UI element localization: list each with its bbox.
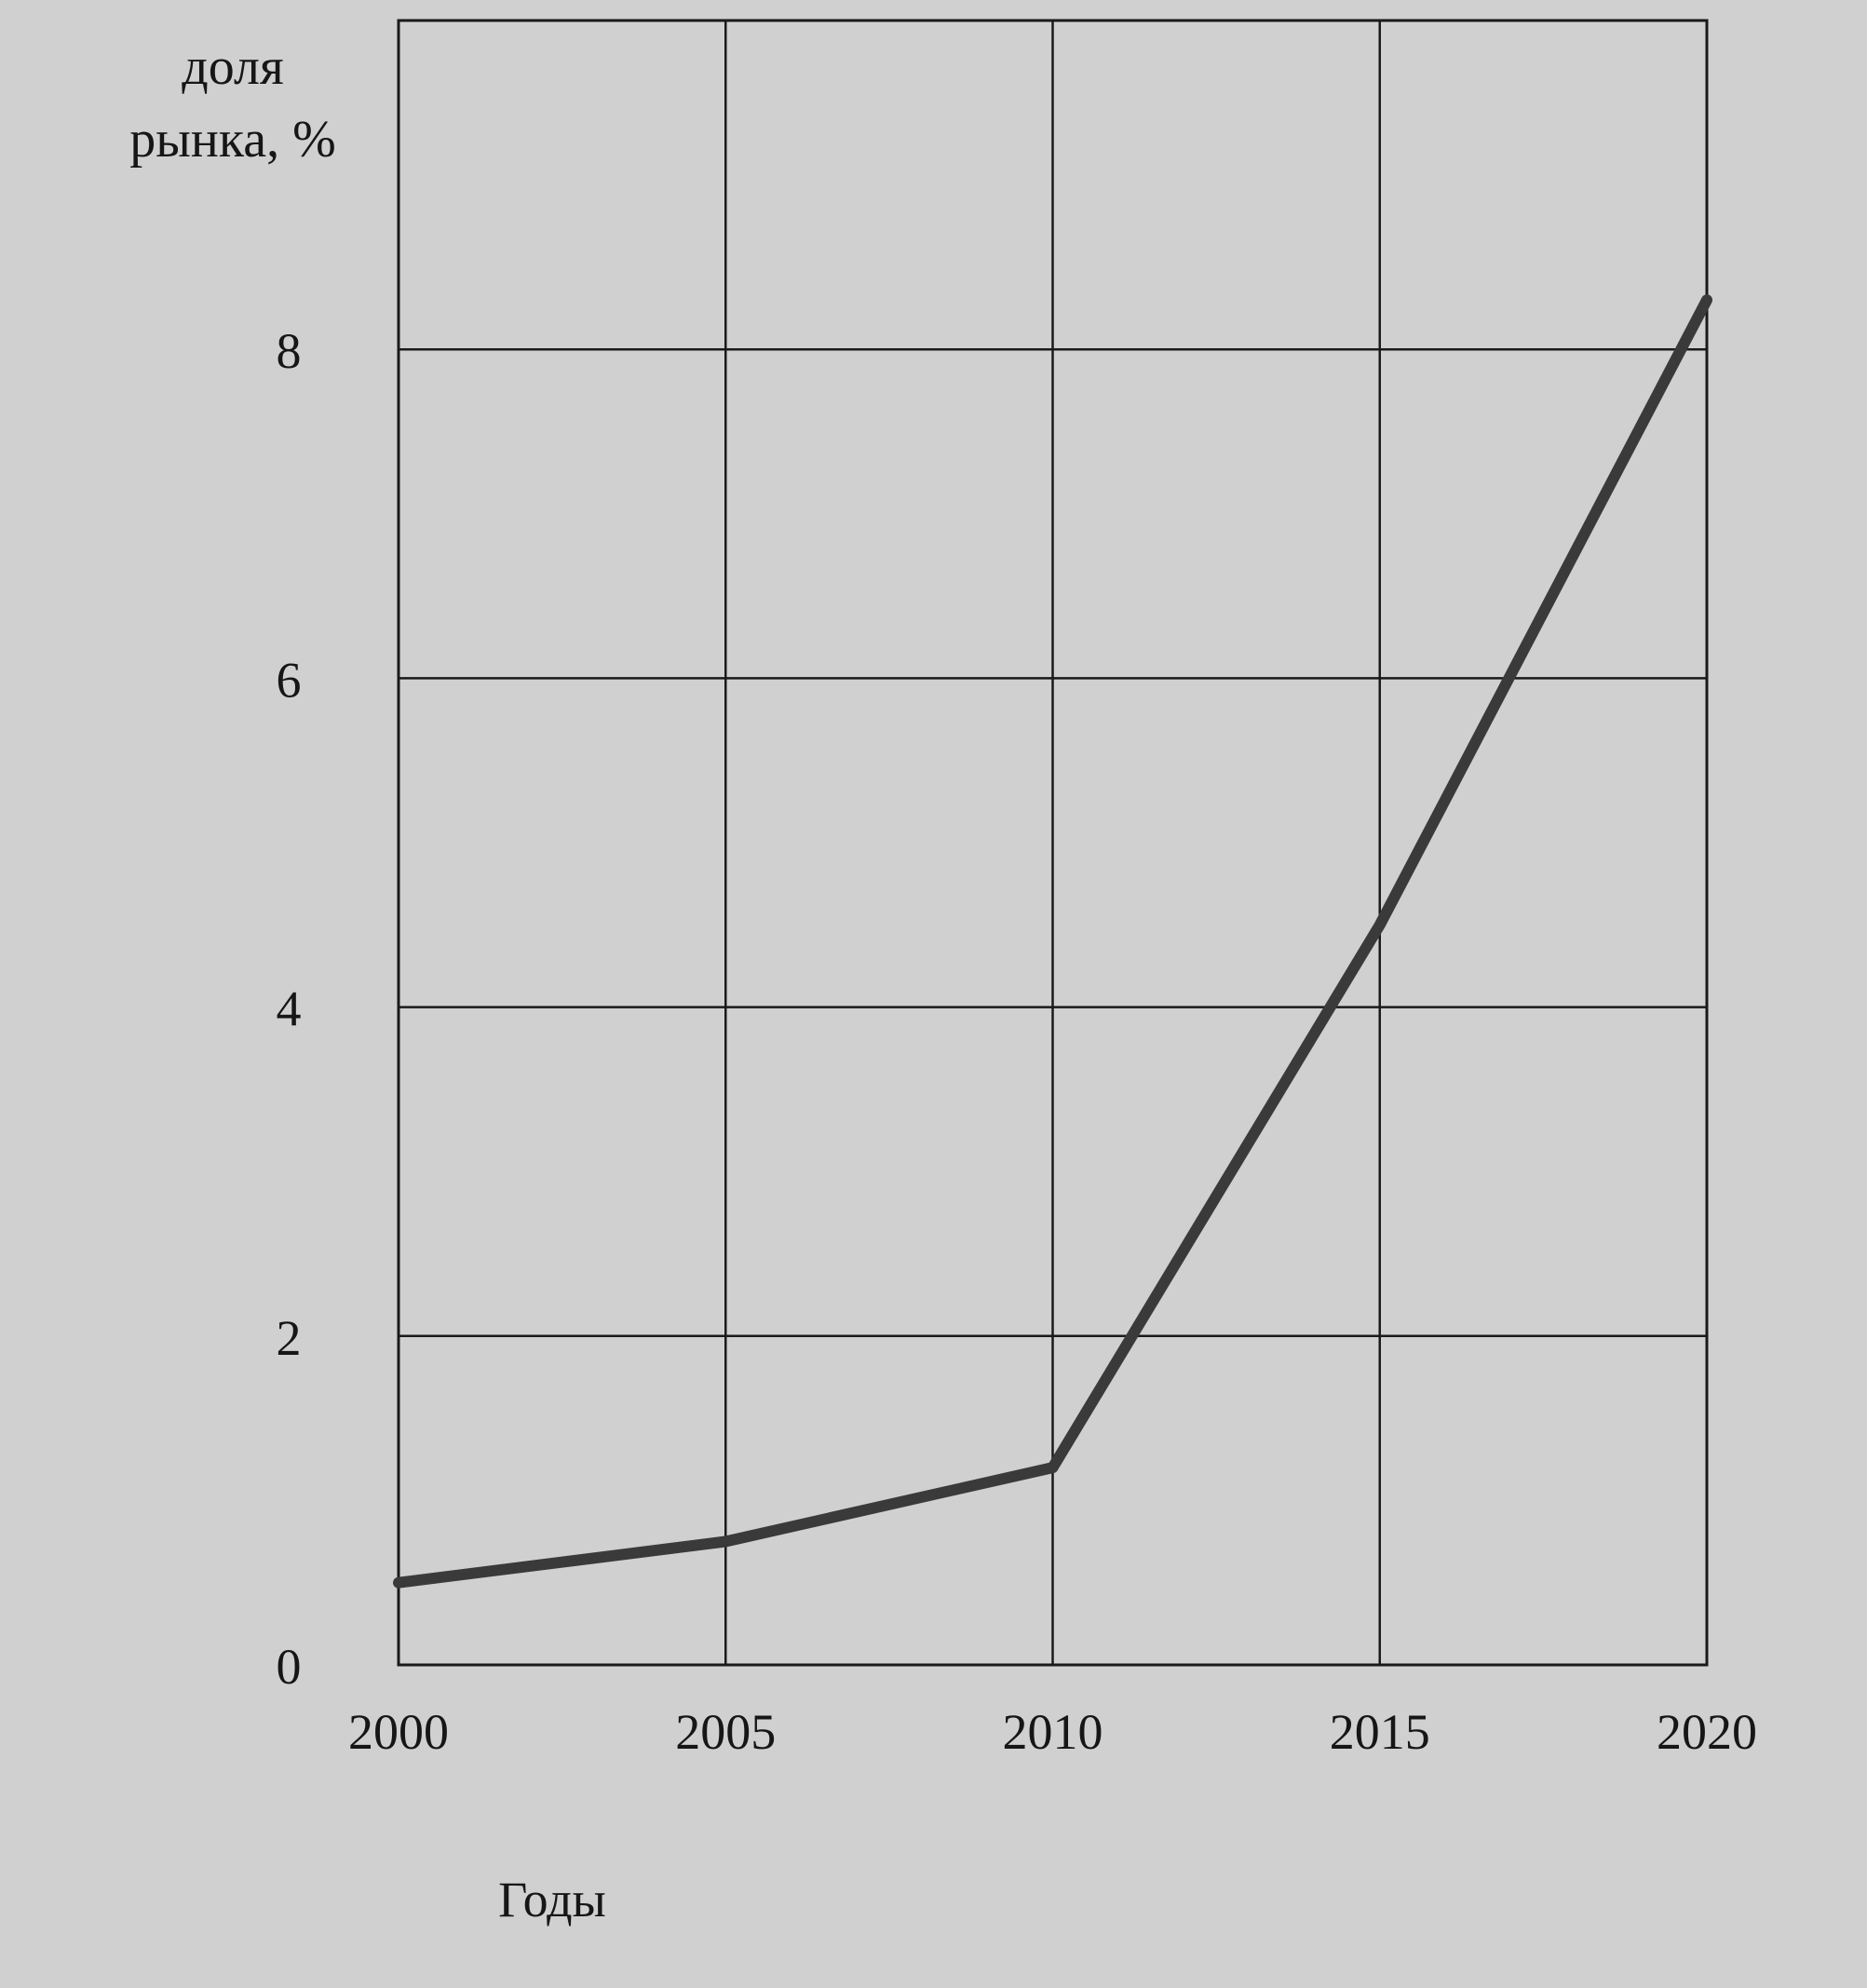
x-tick-label: 2010 (1003, 1704, 1103, 1760)
grid (397, 19, 1709, 1667)
data-point (1703, 296, 1711, 304)
x-tick-label: 2000 (348, 1704, 449, 1760)
x-tick-label: 2005 (675, 1704, 776, 1760)
y-axis-ticks: 0 2 4 6 8 (277, 323, 302, 1695)
data-point (1048, 1464, 1057, 1472)
data-point (1375, 921, 1384, 929)
series-layer (393, 294, 1712, 1589)
y-axis-label-line-1: доля (182, 38, 283, 96)
y-tick-label: 8 (277, 323, 302, 379)
y-axis-label-line-2: рынка, % (129, 111, 335, 169)
y-tick-label: 0 (277, 1639, 302, 1695)
x-tick-label: 2020 (1657, 1704, 1757, 1760)
y-tick-label: 4 (277, 981, 302, 1037)
x-tick-label: 2015 (1330, 1704, 1430, 1760)
y-tick-label: 6 (277, 652, 302, 708)
data-point (395, 1578, 402, 1587)
data-point (722, 1537, 730, 1546)
x-axis-label: Годы (498, 1872, 606, 1927)
x-axis-ticks: 2000 2005 2010 2015 2020 (348, 1704, 1757, 1760)
y-tick-label: 2 (277, 1310, 302, 1366)
